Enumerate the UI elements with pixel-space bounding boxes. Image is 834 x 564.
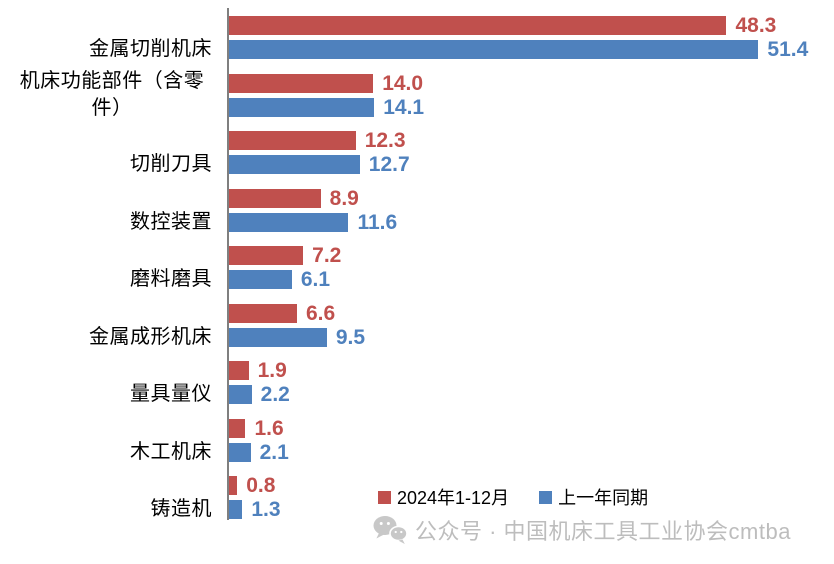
bar bbox=[229, 40, 759, 59]
value-label: 14.0 bbox=[382, 71, 424, 95]
value-label: 2.1 bbox=[259, 440, 289, 464]
bar-row: 14.1 bbox=[229, 95, 834, 119]
bar bbox=[229, 188, 321, 208]
bar-pair: 12.3 12.7 bbox=[229, 129, 834, 176]
bar-row: 1.6 bbox=[229, 416, 834, 440]
value-label: 0.8 bbox=[246, 474, 276, 497]
bar-group: 磨料磨具 7.2 6.1 bbox=[0, 244, 834, 291]
watermark-text: 公众号 · 中国机床工具工业协会cmtba bbox=[415, 519, 791, 544]
category-label: 切削刀具 bbox=[130, 153, 212, 176]
bar-pair: 0.8 1.3 bbox=[229, 474, 834, 521]
bar-row: 0.8 bbox=[229, 474, 834, 497]
bar-pair: 1.6 2.1 bbox=[229, 416, 834, 464]
bar-group: 机床功能部件（含零件） 14.0 14.1 bbox=[0, 70, 834, 119]
bar-row: 1.9 bbox=[229, 359, 834, 382]
bar-pair: 8.9 11.6 bbox=[229, 186, 834, 234]
category-label: 数控装置 bbox=[130, 210, 212, 233]
legend-item-current-period: 2024年1-12月 bbox=[378, 484, 509, 510]
value-label: 6.1 bbox=[300, 268, 331, 291]
bar bbox=[229, 418, 246, 438]
bar bbox=[229, 500, 243, 519]
category-label: 机床功能部件（含零件） bbox=[19, 70, 205, 119]
bar-pair: 7.2 6.1 bbox=[229, 244, 834, 291]
value-label: 1.9 bbox=[257, 359, 287, 382]
value-label: 6.6 bbox=[305, 301, 336, 325]
legend-label-current-period: 2024年1-12月 bbox=[397, 488, 510, 508]
value-label: 8.9 bbox=[329, 186, 359, 210]
bar bbox=[229, 97, 375, 117]
bar-row: 12.3 bbox=[229, 129, 834, 152]
bar-groups: 金属切削机床 48.3 51.4 机床功能部件（含零件） 14.0 14.1 切削刀具 12.… bbox=[0, 14, 834, 534]
bar bbox=[229, 442, 251, 462]
bar-row: 8.9 bbox=[229, 186, 834, 210]
bar-pair: 14.0 14.1 bbox=[229, 71, 834, 119]
bar-pair: 1.9 2.2 bbox=[229, 359, 834, 406]
bar bbox=[229, 327, 327, 347]
bar-row: 2.2 bbox=[229, 383, 834, 406]
bar-row: 6.1 bbox=[229, 268, 834, 291]
bar-row: 51.4 bbox=[229, 38, 834, 61]
bar-row: 11.6 bbox=[229, 210, 834, 234]
bar-row: 9.5 bbox=[229, 325, 834, 349]
bar bbox=[229, 246, 304, 265]
bar-row: 7.2 bbox=[229, 244, 834, 267]
value-label: 48.3 bbox=[735, 14, 777, 37]
y-axis-line bbox=[227, 8, 229, 520]
bar-group: 木工机床 1.6 2.1 bbox=[0, 416, 834, 464]
watermark: 公众号 · 中国机床工具工业协会cmtba bbox=[372, 514, 791, 546]
value-label: 1.6 bbox=[254, 416, 284, 440]
bar bbox=[229, 385, 252, 404]
bar-pair: 6.6 9.5 bbox=[229, 301, 834, 349]
bar bbox=[229, 270, 292, 289]
legend-swatch-red bbox=[378, 490, 391, 504]
category-label: 木工机床 bbox=[130, 440, 212, 463]
bar bbox=[229, 73, 374, 93]
value-label: 51.4 bbox=[767, 38, 809, 61]
bar bbox=[229, 361, 249, 380]
legend-swatch-blue bbox=[539, 490, 553, 504]
value-label: 12.7 bbox=[368, 153, 410, 176]
bar-group: 金属成形机床 6.6 9.5 bbox=[0, 301, 834, 349]
wechat-icon bbox=[373, 516, 408, 544]
bar-row: 6.6 bbox=[229, 301, 834, 325]
category-label: 磨料磨具 bbox=[130, 268, 212, 291]
bar bbox=[229, 476, 238, 495]
bar bbox=[229, 131, 356, 150]
bar-row: 48.3 bbox=[229, 14, 834, 37]
value-label: 11.6 bbox=[357, 210, 398, 234]
value-label: 14.1 bbox=[383, 95, 425, 119]
value-label: 9.5 bbox=[335, 325, 366, 349]
value-label: 1.3 bbox=[251, 498, 281, 521]
bar-row: 14.0 bbox=[229, 71, 834, 95]
bar-group: 数控装置 8.9 11.6 bbox=[0, 186, 834, 234]
bar-row: 1.3 bbox=[229, 498, 834, 521]
bar bbox=[229, 155, 360, 174]
category-label: 量具量仪 bbox=[130, 383, 212, 406]
bar-pair: 48.3 51.4 bbox=[229, 14, 834, 61]
chart-legend: 2024年1-12月 上一年同期 bbox=[378, 484, 648, 510]
bar-row: 12.7 bbox=[229, 153, 834, 176]
bar bbox=[229, 16, 727, 35]
category-label: 金属切削机床 bbox=[89, 38, 212, 61]
bar-group: 切削刀具 12.3 12.7 bbox=[0, 129, 834, 176]
bar-group: 铸造机 0.8 1.3 bbox=[0, 474, 834, 521]
bar-row: 2.1 bbox=[229, 440, 834, 464]
value-label: 12.3 bbox=[364, 129, 406, 152]
category-label: 铸造机 bbox=[150, 498, 212, 521]
category-label: 金属成形机床 bbox=[89, 325, 212, 348]
bar-group: 量具量仪 1.9 2.2 bbox=[0, 359, 834, 406]
bar bbox=[229, 212, 349, 232]
value-label: 2.2 bbox=[260, 383, 290, 406]
bar bbox=[229, 303, 297, 323]
legend-item-prev-year: 上一年同期 bbox=[539, 484, 648, 510]
legend-label-prev-year: 上一年同期 bbox=[558, 488, 649, 508]
bar-group: 金属切削机床 48.3 51.4 bbox=[0, 14, 834, 61]
value-label: 7.2 bbox=[312, 244, 342, 267]
